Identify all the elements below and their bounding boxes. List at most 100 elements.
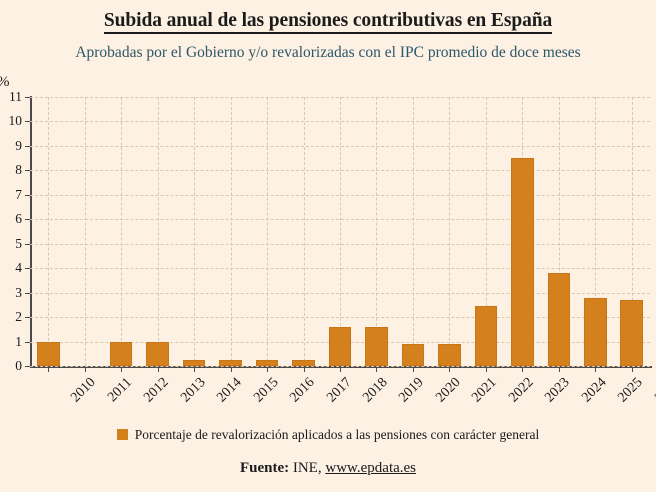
x-axis-label-2020: 2020 — [433, 375, 464, 406]
gridline-horizontal — [30, 121, 650, 123]
x-axis-label-2016: 2016 — [287, 375, 318, 406]
x-axis-tick — [230, 367, 232, 372]
x-axis-tick — [376, 367, 378, 372]
x-axis-label-2014: 2014 — [214, 375, 245, 406]
y-axis-tick-label: 3 — [15, 284, 22, 300]
gridline-horizontal — [30, 219, 650, 221]
plot-area — [30, 97, 650, 367]
bar-2019[interactable] — [365, 326, 388, 366]
x-axis-tick — [303, 367, 305, 372]
x-axis-tick — [595, 367, 597, 372]
y-axis-line — [30, 96, 32, 367]
legend-color-swatch — [116, 429, 128, 440]
x-axis-tick — [157, 367, 159, 372]
x-axis-label-2010: 2010 — [68, 375, 99, 406]
bar-2018[interactable] — [328, 326, 352, 366]
x-axis-tick — [485, 367, 487, 372]
x-axis-label-2019: 2019 — [396, 375, 428, 406]
y-axis-tick — [25, 121, 31, 123]
chart-title-text: Subida anual de las pensiones contributi… — [103, 10, 552, 34]
bar-2017[interactable] — [292, 359, 315, 366]
y-axis-tick-label: 8 — [15, 162, 22, 178]
x-axis-tick — [84, 367, 86, 372]
x-axis-tick — [194, 367, 196, 372]
x-axis-label-2022: 2022 — [506, 375, 537, 406]
bar-2026[interactable] — [620, 299, 644, 366]
y-axis-tick-label: 9 — [15, 137, 22, 153]
legend-series-label: Porcentaje de revalorización aplicados a… — [134, 427, 540, 442]
x-axis-label-2011: 2011 — [104, 375, 135, 406]
gridline-vertical — [230, 97, 232, 366]
x-axis-label-2025: 2025 — [615, 375, 646, 406]
bar-2012[interactable] — [109, 341, 133, 366]
gridline-vertical — [340, 97, 341, 366]
source-note: Fuente: INE, www.epdata.es — [0, 460, 656, 477]
gridline-vertical — [267, 97, 269, 366]
y-axis-tick-label: 10 — [8, 113, 23, 129]
bar-2021[interactable] — [438, 344, 461, 366]
x-axis-label-2012: 2012 — [141, 375, 172, 406]
gridline-vertical — [376, 97, 378, 366]
x-axis-label-2015: 2015 — [250, 375, 282, 406]
bar-2015[interactable] — [219, 359, 242, 366]
source-label: Fuente: — [239, 460, 290, 476]
source-link[interactable]: www.epdata.es — [325, 460, 417, 476]
gridline-horizontal — [30, 97, 650, 98]
y-axis-tick-label: 5 — [15, 235, 22, 251]
gridline-vertical — [48, 97, 50, 366]
y-axis-tick — [25, 243, 31, 245]
gridline-vertical — [157, 97, 159, 366]
x-axis-tick — [267, 367, 269, 372]
x-axis-label-2017: 2017 — [323, 375, 355, 406]
bar-2010[interactable] — [36, 341, 60, 366]
chart-legend: Porcentaje de revalorización aplicados a… — [0, 427, 656, 443]
x-axis-tick — [558, 367, 560, 372]
bar-2024[interactable] — [547, 273, 571, 366]
y-axis-tick-label: 0 — [15, 358, 22, 373]
bar-2013[interactable] — [146, 341, 169, 366]
gridline-vertical — [449, 97, 451, 366]
y-axis-tick — [25, 341, 31, 343]
y-axis-tick-label: 6 — [15, 211, 22, 227]
y-axis-tick — [25, 366, 31, 367]
y-axis-tick — [25, 219, 31, 221]
x-axis-tick — [48, 367, 50, 372]
chart-title: Subida anual de las pensiones contributi… — [0, 10, 656, 34]
y-axis-tick — [25, 194, 31, 196]
y-axis-tick-label: 1 — [15, 333, 22, 349]
gridline-horizontal — [30, 194, 650, 196]
y-axis-tick — [25, 317, 31, 319]
gridline-vertical — [303, 97, 305, 366]
x-axis-label-2026: 2026 — [651, 375, 656, 406]
gridline-vertical — [194, 97, 196, 366]
bar-2025[interactable] — [583, 297, 607, 366]
y-axis-tick — [25, 292, 31, 294]
x-axis-tick — [631, 367, 633, 372]
bar-2022[interactable] — [474, 306, 498, 366]
x-axis-label-2024: 2024 — [579, 375, 610, 406]
gridline-horizontal — [30, 145, 650, 147]
x-axis-line — [30, 366, 652, 368]
y-axis-tick — [25, 145, 31, 147]
bar-2023[interactable] — [511, 158, 534, 366]
gridline-vertical — [412, 97, 414, 366]
y-axis-tick-label: 7 — [15, 186, 22, 202]
gridline-horizontal — [30, 170, 650, 172]
x-axis-tick — [121, 367, 123, 372]
gridline-vertical — [84, 97, 86, 366]
y-axis-tick — [25, 268, 31, 270]
bar-2014[interactable] — [182, 359, 206, 366]
gridline-horizontal — [30, 268, 650, 270]
y-axis-tick-label: 4 — [15, 260, 22, 276]
y-axis-tick — [25, 97, 31, 98]
bar-2020[interactable] — [401, 344, 425, 366]
x-axis-label-2018: 2018 — [360, 375, 391, 406]
x-axis-tick — [449, 367, 451, 372]
bar-2016[interactable] — [255, 359, 279, 366]
y-axis-tick-label: 11 — [9, 89, 22, 104]
x-axis-tick — [522, 367, 524, 372]
x-axis-label-2023: 2023 — [542, 375, 573, 406]
y-axis-tick — [25, 170, 31, 172]
y-axis-tick-label: 2 — [15, 309, 22, 325]
